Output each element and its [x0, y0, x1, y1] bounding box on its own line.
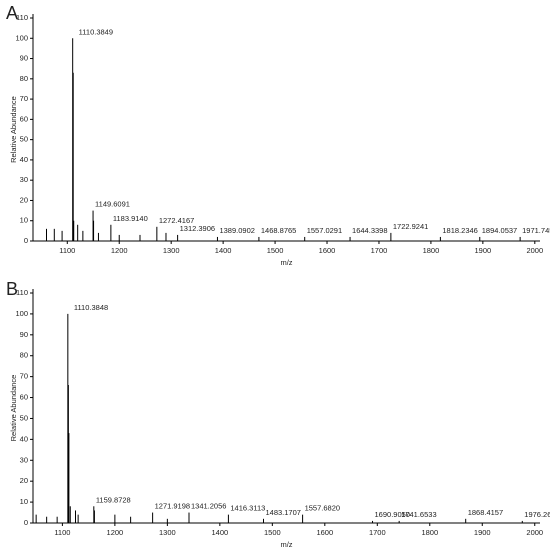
y-tick-label: 70 [20, 94, 28, 103]
x-tick-label: 1600 [316, 528, 333, 537]
x-tick-label: 1800 [421, 528, 438, 537]
y-axis-label: Relative Abundance [9, 96, 18, 163]
peak-label: 1557.0291 [307, 226, 342, 235]
peak-label: 1272.4167 [159, 216, 194, 225]
x-tick-label: 2000 [526, 528, 543, 537]
y-axis-label: Relative Abundance [9, 375, 18, 442]
y-tick-label: 30 [20, 175, 28, 184]
x-tick-label: 1300 [159, 528, 176, 537]
peak-label: 1149.6091 [95, 200, 130, 209]
y-tick-label: 20 [20, 195, 28, 204]
peak-label: 1690.9050 [375, 510, 410, 519]
peak-label: 1312.3906 [180, 224, 215, 233]
peak-label: 1557.6820 [305, 504, 340, 513]
x-tick-label: 1100 [54, 528, 70, 537]
peak-label: 1483.1707 [265, 508, 300, 517]
peak-label: 1271.9198 [155, 502, 190, 511]
y-tick-label: 0 [24, 236, 28, 245]
peak-label: 1722.9241 [393, 222, 428, 231]
peak-label: 1741.6533 [401, 510, 436, 519]
x-tick-label: 1700 [371, 246, 388, 255]
peak-label: 1894.0537 [482, 226, 517, 235]
y-tick-label: 0 [24, 518, 28, 527]
y-tick-label: 110 [16, 288, 28, 297]
y-tick-label: 50 [20, 135, 28, 144]
x-tick-label: 1400 [212, 528, 229, 537]
y-tick-label: 90 [20, 330, 28, 339]
peak-label: 1110.3848 [74, 303, 108, 312]
x-axis-label: m/z [280, 540, 292, 549]
x-tick-label: 1300 [163, 246, 180, 255]
peak-label: 1818.2346 [442, 226, 477, 235]
y-tick-label: 100 [15, 309, 28, 318]
y-tick-label: 10 [20, 497, 28, 506]
y-tick-label: 40 [20, 434, 28, 443]
x-tick-label: 1200 [111, 246, 128, 255]
x-tick-label: 1400 [215, 246, 232, 255]
y-tick-label: 100 [15, 33, 28, 42]
x-axis-label: m/z [280, 258, 292, 267]
x-tick-label: 1500 [267, 246, 284, 255]
y-tick-label: 30 [20, 455, 28, 464]
peak-label: 1468.8765 [261, 226, 296, 235]
peak-label: 1110.3849 [79, 27, 113, 36]
x-tick-label: 1900 [474, 528, 491, 537]
y-tick-label: 80 [20, 351, 28, 360]
panel-label: A [6, 3, 18, 23]
peak-label: 1341.2056 [191, 502, 226, 511]
y-tick-label: 60 [20, 114, 28, 123]
y-tick-label: 90 [20, 54, 28, 63]
panel-label: B [6, 279, 18, 299]
x-tick-label: 1500 [264, 528, 281, 537]
x-tick-label: 1600 [319, 246, 336, 255]
y-tick-label: 80 [20, 74, 28, 83]
y-tick-label: 40 [20, 155, 28, 164]
peak-label: 1389.0902 [219, 226, 254, 235]
x-tick-label: 1800 [423, 246, 440, 255]
peak-label: 1971.7456 [522, 226, 550, 235]
peak-label: 1183.9140 [113, 214, 148, 223]
y-tick-label: 50 [20, 413, 28, 422]
y-tick-label: 10 [20, 216, 28, 225]
peak-label: 1416.3113 [230, 504, 265, 513]
x-tick-label: 1100 [59, 246, 75, 255]
peak-label: 1868.4157 [468, 508, 503, 517]
y-tick-label: 20 [20, 476, 28, 485]
x-tick-label: 2000 [526, 246, 543, 255]
y-tick-label: 60 [20, 393, 28, 402]
x-tick-label: 1700 [369, 528, 386, 537]
peak-label: 1159.8728 [96, 495, 131, 504]
peak-label: 1976.2604 [524, 510, 550, 519]
y-tick-label: 110 [16, 13, 28, 22]
peak-label: 1644.3398 [352, 226, 387, 235]
x-tick-label: 1900 [475, 246, 492, 255]
y-tick-label: 70 [20, 372, 28, 381]
x-tick-label: 1200 [107, 528, 124, 537]
